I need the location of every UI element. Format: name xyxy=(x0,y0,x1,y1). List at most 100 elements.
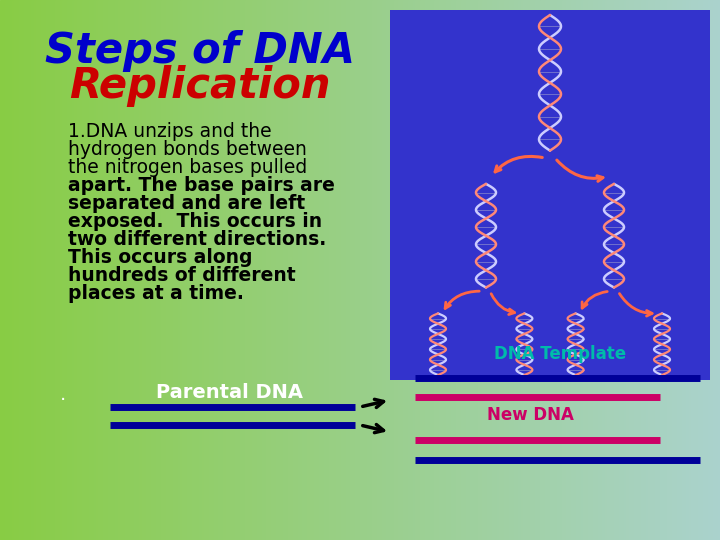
Bar xyxy=(475,0,479,540)
Bar xyxy=(254,0,258,540)
Bar xyxy=(166,0,169,540)
Bar xyxy=(67,0,71,540)
Bar xyxy=(562,0,565,540)
Text: ·: · xyxy=(60,390,66,409)
Bar xyxy=(50,0,54,540)
Bar xyxy=(394,0,397,540)
Bar xyxy=(271,0,274,540)
Bar xyxy=(43,0,47,540)
Bar xyxy=(348,0,351,540)
Bar xyxy=(441,0,445,540)
Bar xyxy=(382,0,385,540)
Bar xyxy=(521,0,524,540)
Bar xyxy=(96,0,99,540)
Text: 1.DNA unzips and the: 1.DNA unzips and the xyxy=(68,122,271,141)
Bar xyxy=(430,0,433,540)
Bar xyxy=(653,0,656,540)
Bar xyxy=(74,0,78,540)
Bar xyxy=(425,0,428,540)
Bar xyxy=(574,0,577,540)
Bar xyxy=(621,0,625,540)
Bar xyxy=(557,0,560,540)
Bar xyxy=(492,0,495,540)
Bar xyxy=(679,0,683,540)
Bar xyxy=(158,0,162,540)
Bar xyxy=(168,0,171,540)
Bar xyxy=(199,0,202,540)
Bar xyxy=(175,0,179,540)
Bar xyxy=(418,0,421,540)
Bar xyxy=(7,0,11,540)
Bar xyxy=(341,0,344,540)
Bar xyxy=(245,0,248,540)
Bar xyxy=(329,0,332,540)
Bar xyxy=(84,0,87,540)
Text: This occurs along: This occurs along xyxy=(68,248,253,267)
Bar xyxy=(122,0,126,540)
Text: exposed.  This occurs in: exposed. This occurs in xyxy=(68,212,322,231)
Bar xyxy=(36,0,40,540)
Bar xyxy=(17,0,20,540)
Bar xyxy=(605,0,608,540)
Bar xyxy=(149,0,152,540)
Bar xyxy=(482,0,486,540)
Bar xyxy=(365,0,368,540)
Bar xyxy=(326,0,330,540)
Bar xyxy=(161,0,164,540)
Bar xyxy=(593,0,596,540)
Bar xyxy=(333,0,337,540)
Bar xyxy=(108,0,112,540)
Bar xyxy=(614,0,618,540)
Bar xyxy=(120,0,123,540)
Bar xyxy=(634,0,637,540)
Text: hundreds of different: hundreds of different xyxy=(68,266,296,285)
Bar xyxy=(312,0,315,540)
Bar xyxy=(367,0,371,540)
Bar xyxy=(189,0,193,540)
Bar xyxy=(305,0,308,540)
Bar xyxy=(216,0,220,540)
Bar xyxy=(490,0,493,540)
Bar xyxy=(497,0,500,540)
Bar xyxy=(387,0,390,540)
Bar xyxy=(434,0,438,540)
Bar xyxy=(358,0,361,540)
Bar xyxy=(672,0,675,540)
Bar xyxy=(569,0,572,540)
Bar xyxy=(545,0,548,540)
Bar xyxy=(173,0,176,540)
Bar xyxy=(682,0,685,540)
Bar xyxy=(495,0,498,540)
Text: separated and are left: separated and are left xyxy=(68,194,305,213)
Bar xyxy=(297,0,301,540)
Bar xyxy=(230,0,234,540)
Bar xyxy=(396,0,400,540)
Bar xyxy=(485,0,488,540)
Bar xyxy=(324,0,328,540)
Bar xyxy=(686,0,690,540)
Bar xyxy=(343,0,346,540)
Bar xyxy=(377,0,380,540)
Bar xyxy=(499,0,503,540)
Bar xyxy=(542,0,546,540)
Bar xyxy=(194,0,198,540)
Bar xyxy=(331,0,335,540)
Bar xyxy=(643,0,647,540)
Bar xyxy=(554,0,558,540)
Bar xyxy=(351,0,354,540)
Bar xyxy=(629,0,632,540)
Bar xyxy=(612,0,616,540)
Bar xyxy=(204,0,207,540)
Bar xyxy=(413,0,416,540)
Bar xyxy=(353,0,356,540)
Bar xyxy=(86,0,90,540)
Bar xyxy=(576,0,580,540)
Bar xyxy=(477,0,481,540)
Bar xyxy=(41,0,44,540)
Bar xyxy=(72,0,76,540)
Bar xyxy=(132,0,135,540)
Bar xyxy=(631,0,634,540)
Bar xyxy=(315,0,318,540)
Bar xyxy=(5,0,8,540)
Bar xyxy=(667,0,670,540)
